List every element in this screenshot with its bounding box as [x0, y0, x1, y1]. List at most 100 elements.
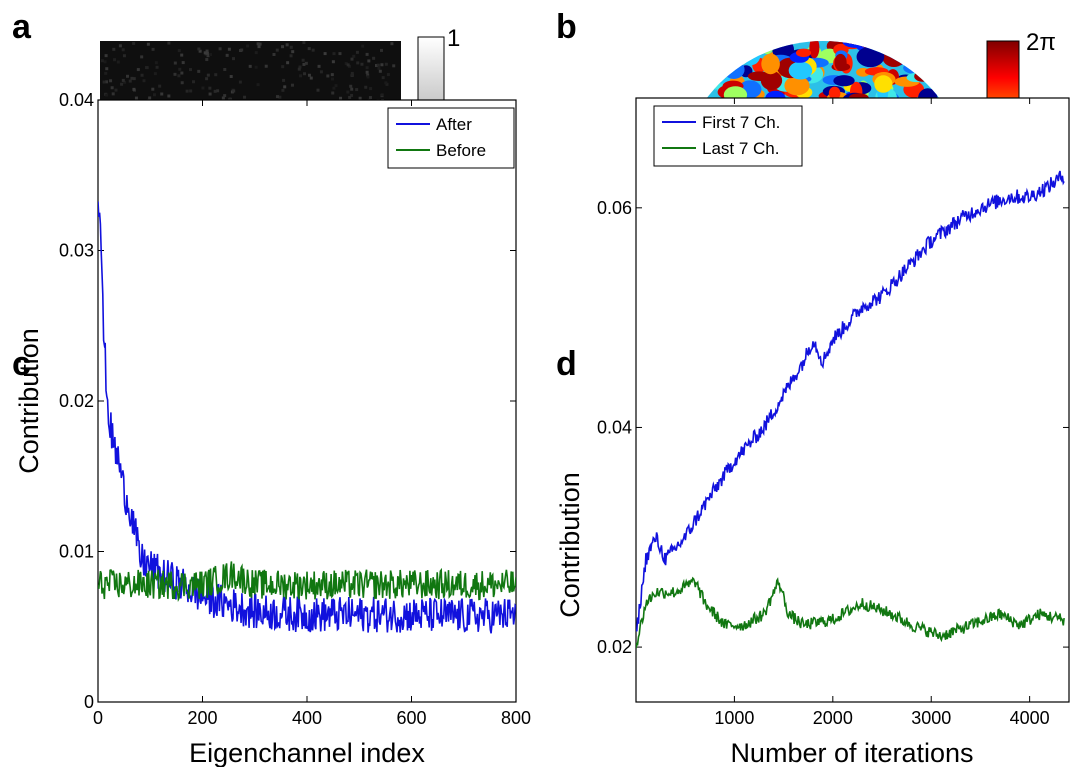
- heatmap-a-cell: [130, 76, 134, 80]
- panel-d-chart: 1000 2000 3000 4000 0.02 0.04 0.06 Number of i…: [555, 97, 1070, 767]
- series-line-0: [636, 170, 1065, 632]
- heatmap-b-blob: [955, 76, 970, 86]
- heatmap-a-cell: [229, 75, 233, 79]
- heatmap-b-blob: [834, 53, 847, 71]
- heatmap-a-cell: [365, 66, 369, 70]
- y-tick-label: 0.03: [59, 241, 94, 261]
- heatmap-a-cell: [243, 95, 247, 99]
- heatmap-a-cell: [302, 62, 306, 66]
- heatmap-a-cell: [206, 73, 210, 77]
- heatmap-a-cell: [105, 93, 109, 97]
- heatmap-a-cell: [378, 69, 382, 73]
- heatmap-a-cell: [246, 44, 250, 48]
- heatmap-a-cell: [282, 78, 286, 82]
- heatmap-a-cell: [275, 95, 279, 99]
- heatmap-a-cell: [213, 89, 217, 93]
- heatmap-b-blob: [691, 72, 706, 84]
- heatmap-a-cell: [303, 72, 307, 76]
- heatmap-a-cell: [132, 41, 136, 45]
- panel-label-d: d: [556, 345, 577, 383]
- heatmap-a-cell: [181, 61, 185, 65]
- heatmap-a-cell: [332, 86, 336, 90]
- heatmap-b-blob: [833, 75, 855, 87]
- heatmap-a-cell: [132, 77, 136, 81]
- legend-label: Before: [436, 141, 486, 160]
- heatmap-a-cell: [377, 66, 381, 70]
- heatmap-a-cell: [317, 64, 321, 68]
- heatmap-a-cell: [109, 79, 113, 83]
- heatmap-a-cell: [180, 53, 184, 57]
- heatmap-a-cell: [185, 89, 189, 93]
- heatmap-a-cell: [103, 60, 107, 64]
- heatmap-a-cell: [104, 54, 108, 58]
- heatmap-a-cell: [177, 49, 181, 53]
- heatmap-a-cell: [331, 91, 335, 95]
- heatmap-a-cell: [369, 87, 373, 91]
- heatmap-b-blob: [874, 75, 893, 93]
- x-tick-label: 3000: [911, 708, 951, 728]
- heatmap-a-cell: [178, 67, 182, 71]
- heatmap-a-cell: [385, 82, 389, 86]
- heatmap-a-cell: [339, 96, 343, 100]
- heatmap-a-cell: [111, 92, 115, 96]
- colorbar-b-tick-label: 2π: [1026, 29, 1056, 56]
- heatmap-a-cell: [307, 73, 311, 77]
- heatmap-a-cell: [307, 47, 311, 51]
- y-tick-label: 0.02: [59, 391, 94, 411]
- legend-label: First 7 Ch.: [702, 113, 780, 132]
- heatmap-a-cell: [167, 41, 171, 45]
- heatmap-a-cell: [121, 48, 125, 52]
- heatmap-b-blob: [934, 81, 961, 99]
- heatmap-a-cell: [205, 58, 209, 62]
- heatmap-a-cell: [346, 90, 350, 94]
- heatmap-a-cell: [240, 48, 244, 52]
- heatmap-a-cell: [350, 93, 354, 97]
- heatmap-a-cell: [180, 71, 184, 75]
- heatmap-a-cell: [384, 81, 388, 85]
- heatmap-a-cell: [316, 88, 320, 92]
- heatmap-a-cell: [256, 42, 260, 46]
- heatmap-a-cell: [361, 44, 365, 48]
- heatmap-a-cell: [122, 54, 126, 58]
- heatmap-b-blob: [828, 86, 841, 100]
- heatmap-a-cell: [160, 92, 164, 96]
- legend-box: [653, 105, 803, 167]
- heatmap-a-cell: [309, 76, 313, 80]
- series-line-0: [98, 201, 516, 634]
- heatmap-a-cell: [256, 83, 260, 87]
- heatmap-a-cell: [180, 81, 184, 85]
- xlabel-c: Eigenchannel index: [189, 738, 425, 767]
- heatmap-a-cell: [319, 70, 323, 74]
- heatmap-b-blob: [723, 59, 745, 80]
- heatmap-b-blob: [706, 68, 725, 90]
- heatmap-a-cell: [331, 60, 335, 64]
- heatmap-a-cell: [374, 64, 378, 68]
- heatmap-a-cell: [368, 96, 372, 100]
- heatmap-a-cell: [223, 94, 227, 98]
- heatmap-a-cell: [350, 87, 354, 91]
- heatmap-b-blob: [741, 41, 760, 54]
- heatmap-a-cell: [323, 52, 327, 56]
- heatmap-b-blob: [920, 43, 941, 57]
- heatmap-a-cell: [227, 47, 231, 51]
- legend-label: Last 7 Ch.: [702, 139, 780, 158]
- series-line-1: [98, 561, 516, 602]
- heatmap-b-blob: [941, 41, 963, 46]
- heatmap-a-cell: [114, 88, 118, 92]
- heatmap-a-cell: [140, 73, 144, 77]
- heatmap-b-blob: [934, 48, 948, 66]
- heatmap-a-cell: [390, 42, 394, 46]
- legend-c: After Before: [387, 107, 515, 169]
- heatmap-b-blob: [747, 71, 771, 81]
- heatmap-a-cell: [358, 96, 362, 100]
- heatmap-b-blob: [734, 44, 751, 62]
- heatmap-a-cell: [367, 59, 371, 63]
- heatmap-a-cell: [348, 95, 352, 99]
- heatmap-a-cell: [158, 84, 162, 88]
- axes-d: 1000 2000 3000 4000 0.02 0.04 0.06: [597, 98, 1069, 728]
- series-c: [98, 201, 516, 634]
- heatmap-a-cell: [125, 74, 129, 78]
- heatmap-b-blob: [933, 59, 958, 80]
- heatmap-a-cell: [304, 61, 308, 65]
